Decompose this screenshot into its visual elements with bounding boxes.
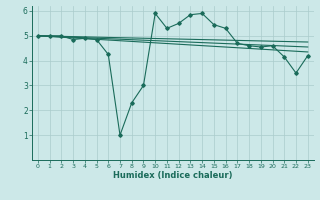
X-axis label: Humidex (Indice chaleur): Humidex (Indice chaleur) bbox=[113, 171, 233, 180]
